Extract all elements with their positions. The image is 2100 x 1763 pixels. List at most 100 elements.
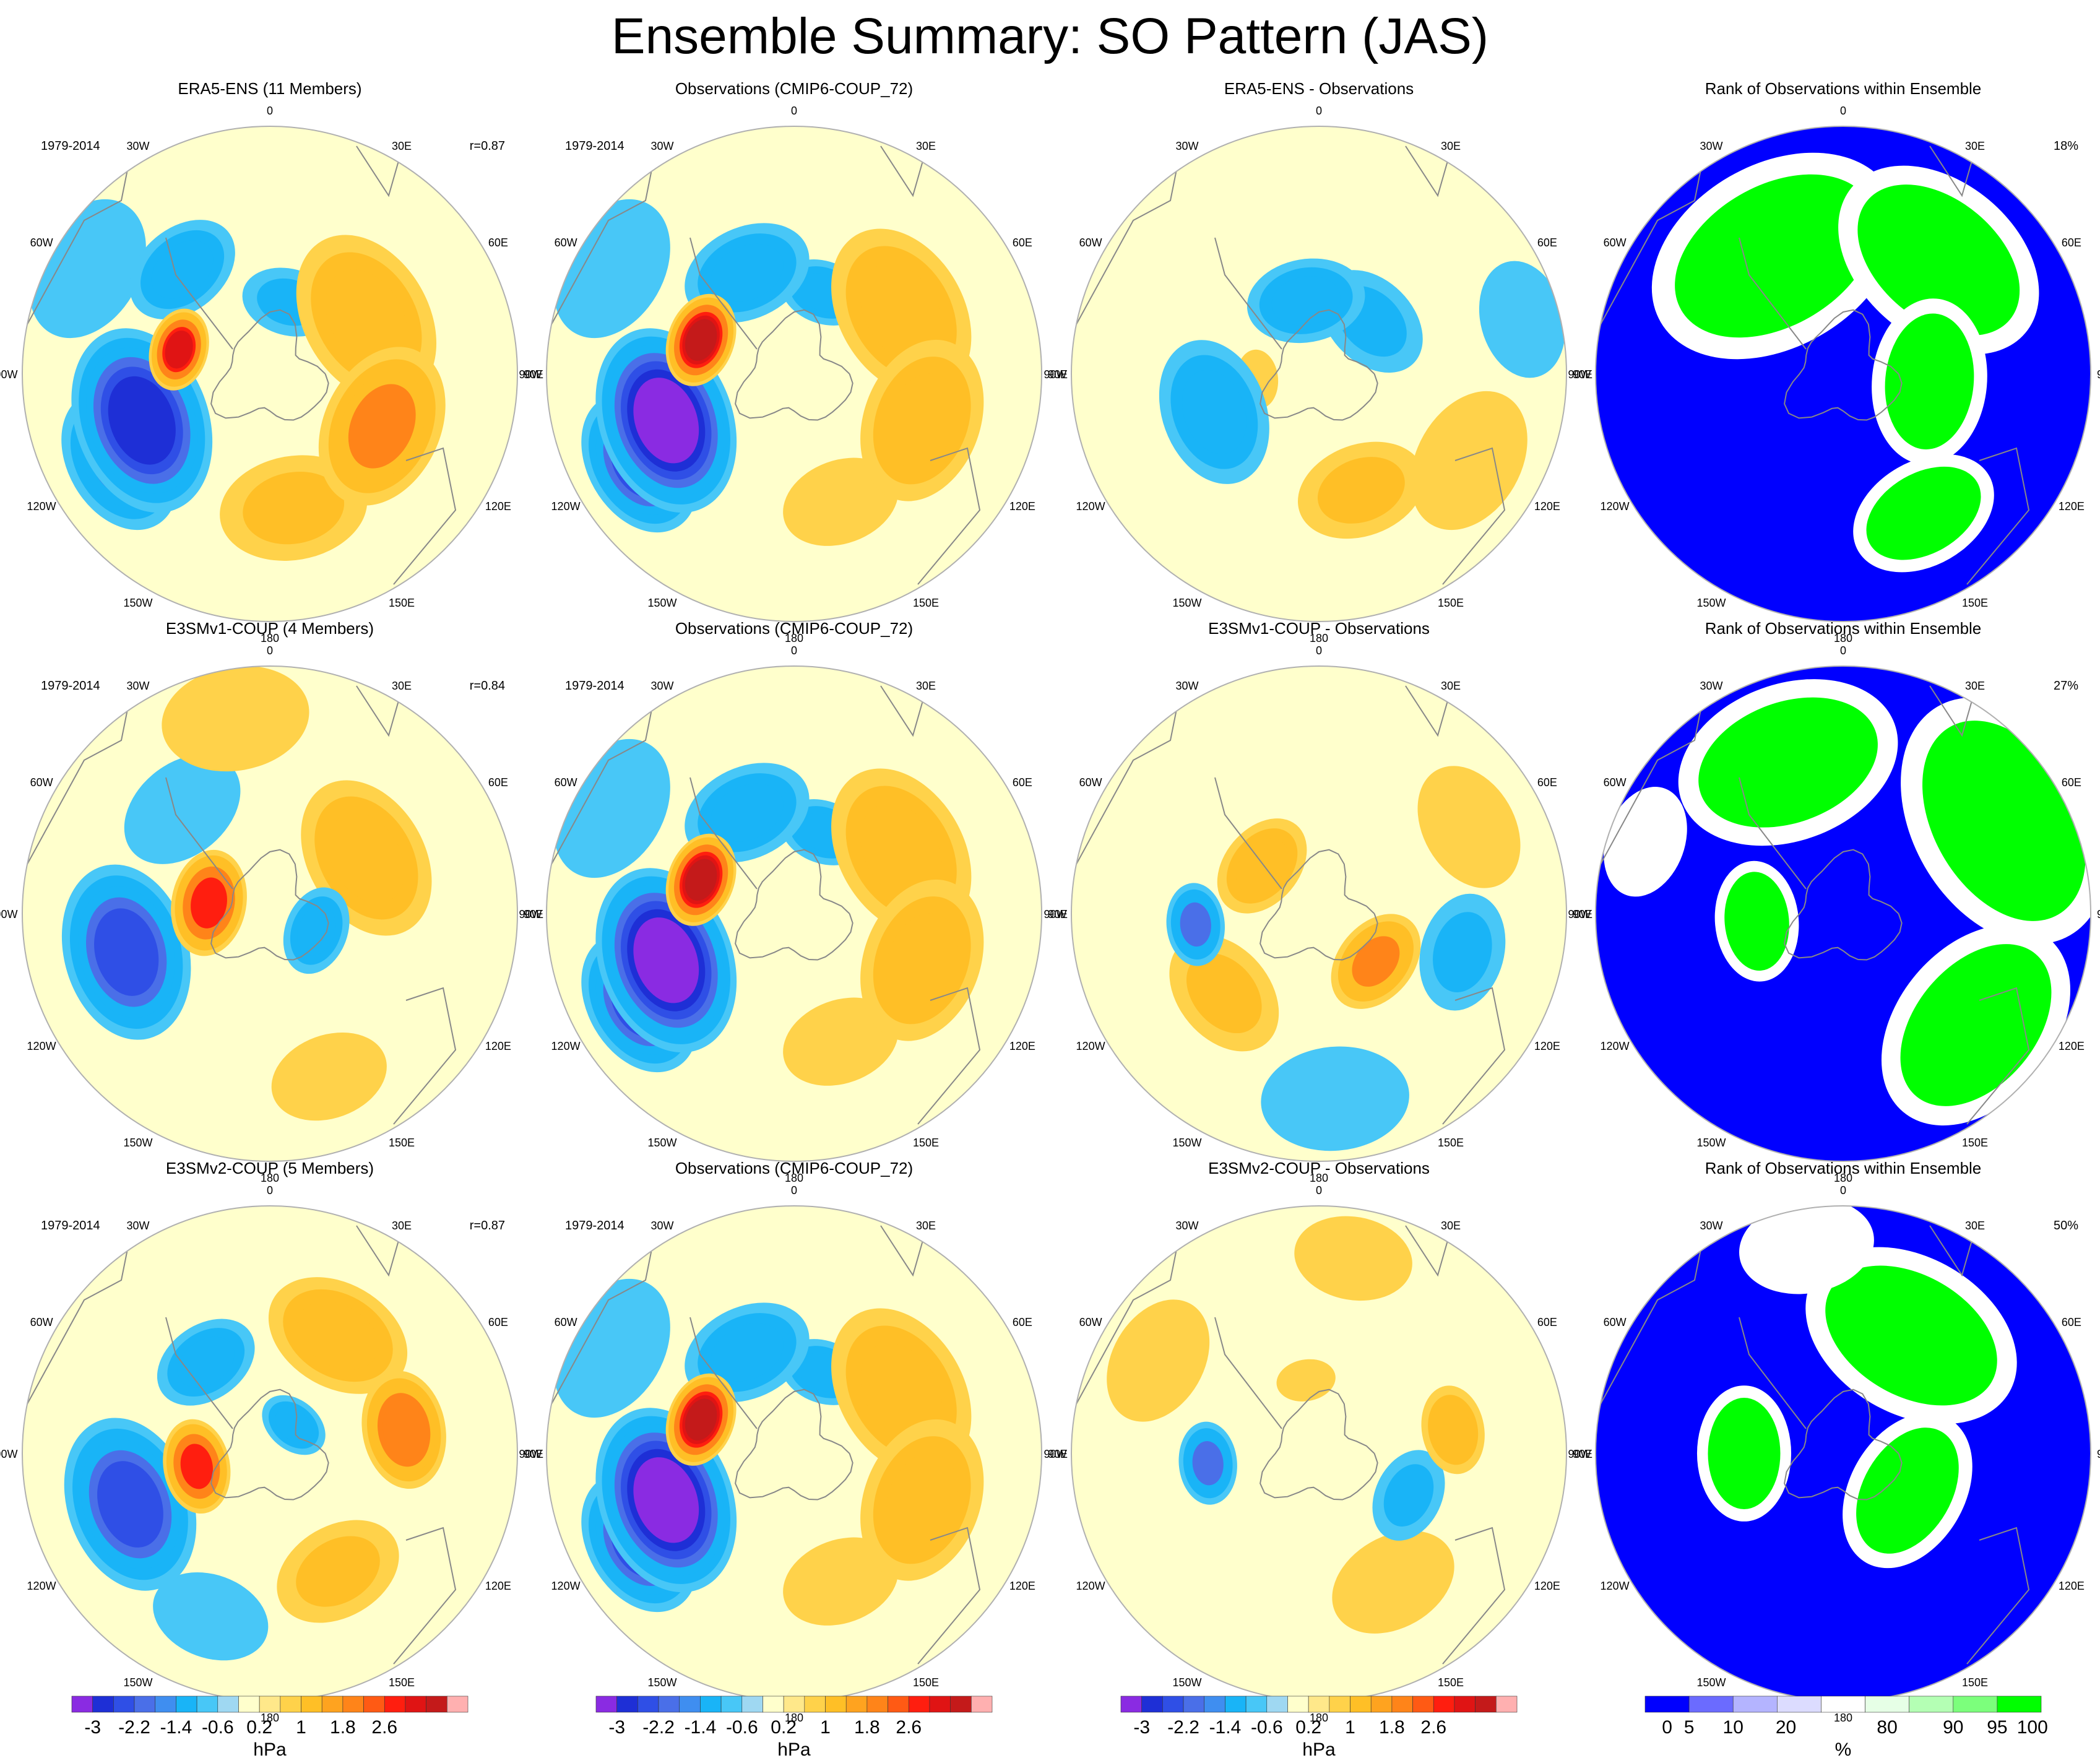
longitude-label: 30W (1175, 680, 1198, 692)
antarctica-coastline (1784, 309, 1903, 421)
longitude-label: 60E (1013, 236, 1032, 249)
contour-band (783, 457, 899, 546)
contour-band (297, 1301, 379, 1370)
panel-title: ERA5-ENS (11 Members) (178, 79, 361, 98)
longitude-label: 150E (913, 597, 939, 609)
longitude-label: 30E (916, 140, 936, 152)
longitude-label: 90W (1044, 908, 1066, 920)
contour-band (860, 803, 943, 901)
map-field (547, 666, 1042, 1161)
longitude-label: 0 (1316, 1184, 1322, 1197)
longitude-label: 60W (30, 1316, 53, 1328)
peninsula-coastline (1214, 1317, 1282, 1429)
colorbar-swatch (1370, 1696, 1393, 1713)
colorbar-swatch (1732, 1696, 1778, 1713)
map-panel-r2c3: 0 30E 60E 90E 120E 150E 180 150W 120W 90W 60W 30W E3… (1044, 619, 1592, 1184)
longitude-label: 120E (2059, 500, 2085, 513)
longitude-label: 30W (126, 1219, 149, 1232)
australia-coastline (1442, 1527, 1506, 1665)
longitude-label: 0 (267, 105, 273, 117)
panel-stat: 18% (2054, 139, 2078, 153)
colorbar-tick: 1 (820, 1717, 831, 1738)
longitude-label: 30W (1700, 140, 1722, 152)
colorbar-swatch (196, 1696, 218, 1713)
longitude-label: 0 (791, 105, 797, 117)
contour-band (685, 319, 717, 362)
colorbar-tick: 1.8 (854, 1717, 880, 1738)
colorbar-hpa-3: -3 -2.2 -1.4 -0.6 0.2 1 1.8 2.6 hPa (1120, 1696, 1518, 1760)
map-panel-r3c1: 0 30E 60E 90E 120E 150E 180 150W 120W 90W 60W 30W E3… (0, 1159, 543, 1724)
antarctica-coastline (1260, 1388, 1378, 1501)
colorbar-swatch (1412, 1696, 1434, 1713)
contour-band (1383, 1464, 1434, 1527)
contour-band (153, 1572, 269, 1661)
antarctica-coastline (210, 309, 329, 421)
longitude-label: 180 (1834, 1712, 1852, 1724)
contour-band (685, 859, 717, 901)
colorbar-swatch (1204, 1696, 1225, 1713)
colorbar-swatch (1909, 1696, 1954, 1713)
australia-coastline (393, 987, 457, 1125)
longitude-label: 30W (1700, 680, 1722, 692)
colorbar-swatch (971, 1696, 993, 1713)
longitude-label: 0 (1840, 644, 1846, 657)
peninsula-coastline (1739, 237, 1807, 350)
contour-band (633, 1457, 699, 1543)
colorbar-tick: 90 (1943, 1717, 1963, 1738)
contour-band (328, 812, 405, 904)
colorbar-swatch (176, 1696, 197, 1713)
contour-band (1332, 1530, 1454, 1634)
longitude-label: 90W (0, 908, 18, 920)
map-boundary (1595, 126, 2091, 622)
map-panel-r1c2: 0 30E 60E 90E 120E 150E 180 150W 120W 90W 60W 30W Ob… (519, 79, 1068, 644)
contour-band (275, 1407, 313, 1443)
longitude-label: 150E (389, 597, 415, 609)
longitude-label: 90E (1573, 1448, 1592, 1460)
longitude-label: 120W (27, 1580, 56, 1592)
colorbar-swatch (1953, 1696, 1998, 1713)
period-label: 1979-2014 (41, 679, 100, 693)
longitude-label: 60W (1079, 1316, 1102, 1328)
longitude-label: 180 (261, 1712, 279, 1724)
contour-band (297, 905, 336, 956)
longitude-label: 180 (1834, 632, 1852, 644)
australia-coastline (917, 987, 981, 1125)
map-field (22, 126, 517, 622)
colorbar-swatch (238, 1696, 260, 1713)
map-boundary (1071, 665, 1567, 1162)
colorbar-tick: 5 (1684, 1717, 1695, 1738)
longitude-label: 0 (267, 644, 273, 657)
antarctica-coastline (1260, 309, 1378, 421)
longitude-label: 0 (1316, 644, 1322, 657)
longitude-label: 60W (1604, 776, 1627, 789)
longitude-label: 30E (1965, 140, 1985, 152)
colorbar-swatch (301, 1696, 322, 1713)
longitude-label: 90E (2097, 908, 2100, 920)
colorbar-swatch (658, 1696, 680, 1713)
antarctica-coastline (210, 1388, 329, 1501)
longitude-label: 0 (1840, 105, 1846, 117)
longitude-label: 150W (123, 1137, 152, 1149)
colorbar-swatch (280, 1696, 301, 1713)
longitude-label: 90W (1568, 1448, 1591, 1460)
longitude-label: 150E (389, 1137, 415, 1149)
colorbar-swatch (825, 1696, 847, 1713)
longitude-label: 120W (27, 1040, 56, 1052)
map-boundary (546, 665, 1042, 1162)
contour-band (1261, 1046, 1409, 1151)
contour-band (271, 1032, 387, 1121)
map-field (1071, 126, 1566, 622)
longitude-label: 120E (2059, 1040, 2085, 1052)
antarctica-coastline (1784, 1388, 1903, 1501)
australia-coastline (917, 1527, 981, 1665)
longitude-label: 60E (1537, 1316, 1557, 1328)
colorbar-tick: -0.6 (1251, 1717, 1283, 1738)
colorbar-swatch (1350, 1696, 1372, 1713)
colorbar-swatch (1475, 1696, 1497, 1713)
longitude-label: 60E (488, 236, 508, 249)
longitude-label: 30E (392, 680, 412, 692)
map-panel-r1c3: 0 30E 60E 90E 120E 150E 180 150W 120W 90W 60W 30W ER… (1044, 79, 1592, 644)
colorbar-swatch (1391, 1696, 1413, 1713)
map-boundary (1595, 665, 2091, 1162)
africa-coastline (1929, 145, 1973, 197)
